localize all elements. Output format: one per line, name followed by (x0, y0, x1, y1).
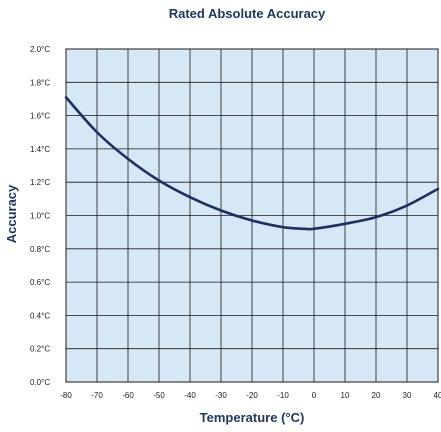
x-axis-label: Temperature (°C) (200, 410, 305, 425)
x-tick-label: 40 (434, 391, 441, 400)
x-tick-label: -20 (246, 391, 258, 400)
x-tick-label: 0 (312, 391, 317, 400)
y-axis-label: Accuracy (4, 184, 19, 243)
y-tick-label: 1.8°C (30, 78, 50, 87)
y-tick-label: 0.0°C (30, 378, 50, 387)
y-axis-ticks: 0.0°C 0.2°C 0.4°C 0.6°C 0.8°C 1.0°C 1.2°C 1.4°C… (30, 45, 50, 387)
y-tick-label: 0.4°C (30, 311, 50, 320)
plot-area (64, 48, 440, 383)
y-tick-label: 0.2°C (30, 345, 50, 354)
y-tick-label: 1.0°C (30, 212, 50, 221)
y-tick-label: 0.8°C (30, 245, 50, 254)
y-tick-label: 1.2°C (30, 178, 50, 187)
x-tick-label: 30 (403, 391, 412, 400)
x-axis-ticks: -80 -70 -60 -50 -40 -30 -20 -10 0 10 20 30 40 (60, 391, 441, 400)
x-tick-label: -10 (277, 391, 289, 400)
x-tick-label: -40 (184, 391, 196, 400)
x-tick-label: -50 (153, 391, 165, 400)
y-tick-label: 1.6°C (30, 112, 50, 121)
y-tick-label: 1.4°C (30, 145, 50, 154)
y-tick-label: 2.0°C (30, 45, 50, 54)
x-tick-label: 10 (341, 391, 350, 400)
y-tick-label: 0.6°C (30, 278, 50, 287)
x-tick-label: -30 (215, 391, 227, 400)
x-tick-label: -80 (60, 391, 72, 400)
accuracy-curve (64, 95, 440, 231)
x-tick-label: -70 (91, 391, 103, 400)
x-tick-label: -60 (122, 391, 134, 400)
x-tick-label: 20 (372, 391, 381, 400)
chart-title: Rated Absolute Accuracy (169, 6, 326, 21)
